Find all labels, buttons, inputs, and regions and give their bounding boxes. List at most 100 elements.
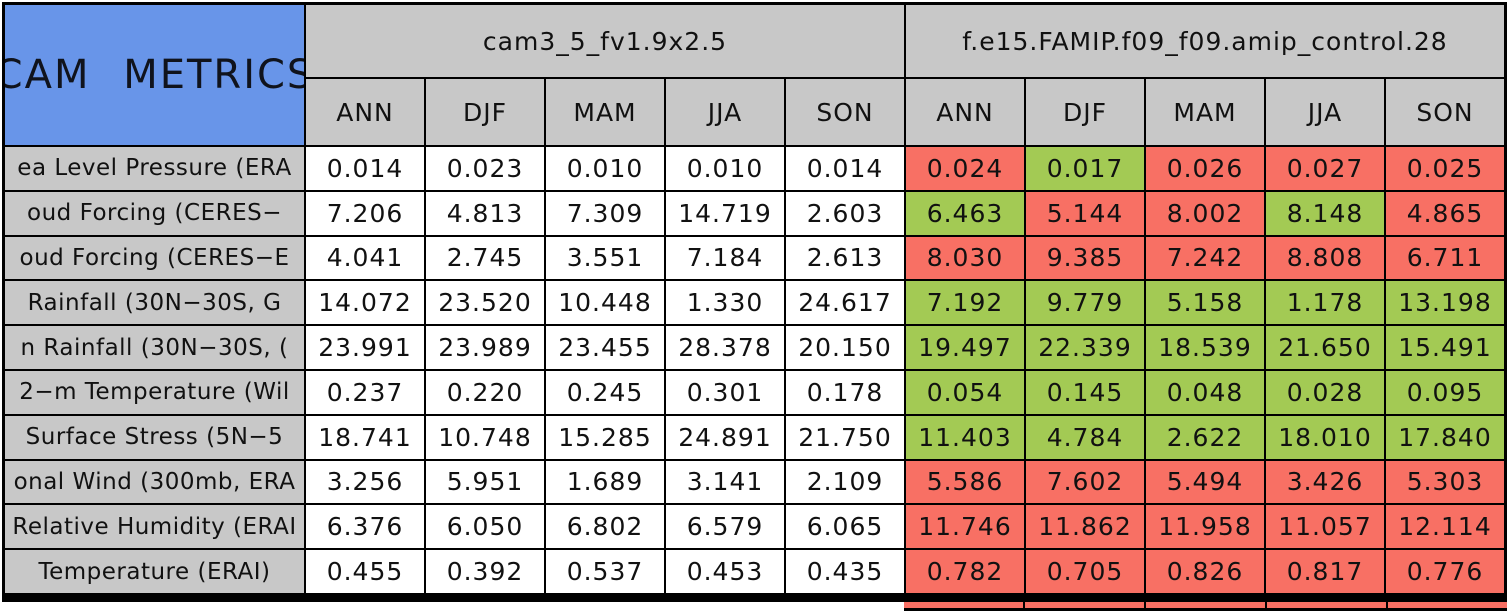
metric-value-famip: 8.002 xyxy=(1146,191,1264,235)
metric-value-cam: 1.689 xyxy=(546,460,664,504)
metric-value-cam: 0.435 xyxy=(786,550,904,593)
metric-value-famip: 0.776 xyxy=(1386,550,1504,593)
metric-value-cam: 0.014 xyxy=(786,147,904,190)
metric-value-famip: 15.491 xyxy=(1386,326,1504,369)
bleed-segment xyxy=(1388,602,1507,608)
metric-value-famip: 0.025 xyxy=(1386,147,1504,190)
metric-value-cam: 4.813 xyxy=(426,191,544,235)
season-header-djf: DJF xyxy=(426,79,544,145)
metric-value-cam: 21.750 xyxy=(786,415,904,459)
metric-value-famip: 11.403 xyxy=(906,415,1024,459)
metric-value-cam: 7.206 xyxy=(306,191,424,235)
bleed-segment xyxy=(1025,602,1144,608)
metric-value-famip: 5.303 xyxy=(1386,460,1504,504)
metric-value-famip: 0.095 xyxy=(1386,370,1504,414)
metric-value-famip: 19.497 xyxy=(906,326,1024,369)
metric-value-famip: 11.057 xyxy=(1266,505,1384,549)
row-label: n Rainfall (30N−30S, ( xyxy=(5,326,304,369)
metric-value-famip: 8.030 xyxy=(906,236,1024,280)
metric-value-cam: 14.072 xyxy=(306,281,424,325)
bleed-segment xyxy=(904,602,1023,608)
metric-value-famip: 6.463 xyxy=(906,191,1024,235)
metric-value-cam: 23.455 xyxy=(546,326,664,369)
row-label: oud Forcing (CERES−E xyxy=(5,236,304,280)
metric-value-cam: 6.376 xyxy=(306,505,424,549)
metric-value-famip: 8.148 xyxy=(1266,191,1384,235)
metric-value-cam: 23.991 xyxy=(306,326,424,369)
metric-value-cam: 6.802 xyxy=(546,505,664,549)
metric-value-cam: 2.109 xyxy=(786,460,904,504)
metric-value-cam: 15.285 xyxy=(546,415,664,459)
metric-value-cam: 2.613 xyxy=(786,236,904,280)
metric-value-cam: 10.448 xyxy=(546,281,664,325)
metric-value-cam: 0.237 xyxy=(306,370,424,414)
metric-value-famip: 6.711 xyxy=(1386,236,1504,280)
metric-value-famip: 7.242 xyxy=(1146,236,1264,280)
metric-value-famip: 4.784 xyxy=(1026,415,1144,459)
row-label: oud Forcing (CERES− xyxy=(5,191,304,235)
row-label: ea Level Pressure (ERA xyxy=(5,147,304,190)
metric-value-cam: 6.050 xyxy=(426,505,544,549)
season-header-son: SON xyxy=(1386,79,1504,145)
season-header-ann: ANN xyxy=(906,79,1024,145)
metric-value-famip: 11.746 xyxy=(906,505,1024,549)
metric-value-cam: 2.603 xyxy=(786,191,904,235)
metric-value-famip: 0.028 xyxy=(1266,370,1384,414)
metric-value-cam: 2.745 xyxy=(426,236,544,280)
metric-value-famip: 22.339 xyxy=(1026,326,1144,369)
metric-value-cam: 0.392 xyxy=(426,550,544,593)
metric-value-famip: 5.494 xyxy=(1146,460,1264,504)
metric-value-cam: 0.023 xyxy=(426,147,544,190)
season-header-jja: JJA xyxy=(666,79,784,145)
metric-value-famip: 0.705 xyxy=(1026,550,1144,593)
metric-value-cam: 0.453 xyxy=(666,550,784,593)
season-header-mam: MAM xyxy=(546,79,664,145)
metric-value-famip: 0.817 xyxy=(1266,550,1384,593)
metric-value-cam: 0.178 xyxy=(786,370,904,414)
metric-value-cam: 6.065 xyxy=(786,505,904,549)
metric-value-famip: 17.840 xyxy=(1386,415,1504,459)
metric-value-cam: 0.537 xyxy=(546,550,664,593)
metric-value-famip: 0.026 xyxy=(1146,147,1264,190)
metric-value-famip: 0.027 xyxy=(1266,147,1384,190)
metric-value-cam: 1.330 xyxy=(666,281,784,325)
metric-value-cam: 0.010 xyxy=(666,147,784,190)
metric-value-cam: 24.891 xyxy=(666,415,784,459)
season-header-son: SON xyxy=(786,79,904,145)
metric-value-famip: 0.017 xyxy=(1026,147,1144,190)
metric-value-famip: 1.178 xyxy=(1266,281,1384,325)
metric-value-cam: 23.520 xyxy=(426,281,544,325)
metric-value-famip: 0.826 xyxy=(1146,550,1264,593)
metric-value-cam: 28.378 xyxy=(666,326,784,369)
metric-value-cam: 7.184 xyxy=(666,236,784,280)
metric-value-famip: 3.426 xyxy=(1266,460,1384,504)
metric-value-cam: 0.220 xyxy=(426,370,544,414)
metric-value-cam: 0.010 xyxy=(546,147,664,190)
metric-value-cam: 0.014 xyxy=(306,147,424,190)
row-label: onal Wind (300mb, ERA xyxy=(5,460,304,504)
metric-value-famip: 12.114 xyxy=(1386,505,1504,549)
metric-value-famip: 7.602 xyxy=(1026,460,1144,504)
metric-value-famip: 0.145 xyxy=(1026,370,1144,414)
season-header-jja: JJA xyxy=(1266,79,1384,145)
metric-value-famip: 18.010 xyxy=(1266,415,1384,459)
metric-value-cam: 20.150 xyxy=(786,326,904,369)
metric-value-cam: 23.989 xyxy=(426,326,544,369)
metric-value-cam: 0.245 xyxy=(546,370,664,414)
metric-value-famip: 13.198 xyxy=(1386,281,1504,325)
season-header-mam: MAM xyxy=(1146,79,1264,145)
metric-value-famip: 5.586 xyxy=(906,460,1024,504)
row-label: Surface Stress (5N−5 xyxy=(5,415,304,459)
metric-value-cam: 5.951 xyxy=(426,460,544,504)
metric-value-cam: 3.551 xyxy=(546,236,664,280)
metric-value-cam: 7.309 xyxy=(546,191,664,235)
metric-value-famip: 18.539 xyxy=(1146,326,1264,369)
model-header-cam3-5: cam3_5_fv1.9x2.5 xyxy=(306,5,904,77)
row-label: Relative Humidity (ERAI xyxy=(5,505,304,549)
metric-value-famip: 9.385 xyxy=(1026,236,1144,280)
metric-value-famip: 21.650 xyxy=(1266,326,1384,369)
metric-value-cam: 14.719 xyxy=(666,191,784,235)
metric-value-famip: 11.862 xyxy=(1026,505,1144,549)
metric-value-famip: 0.782 xyxy=(906,550,1024,593)
